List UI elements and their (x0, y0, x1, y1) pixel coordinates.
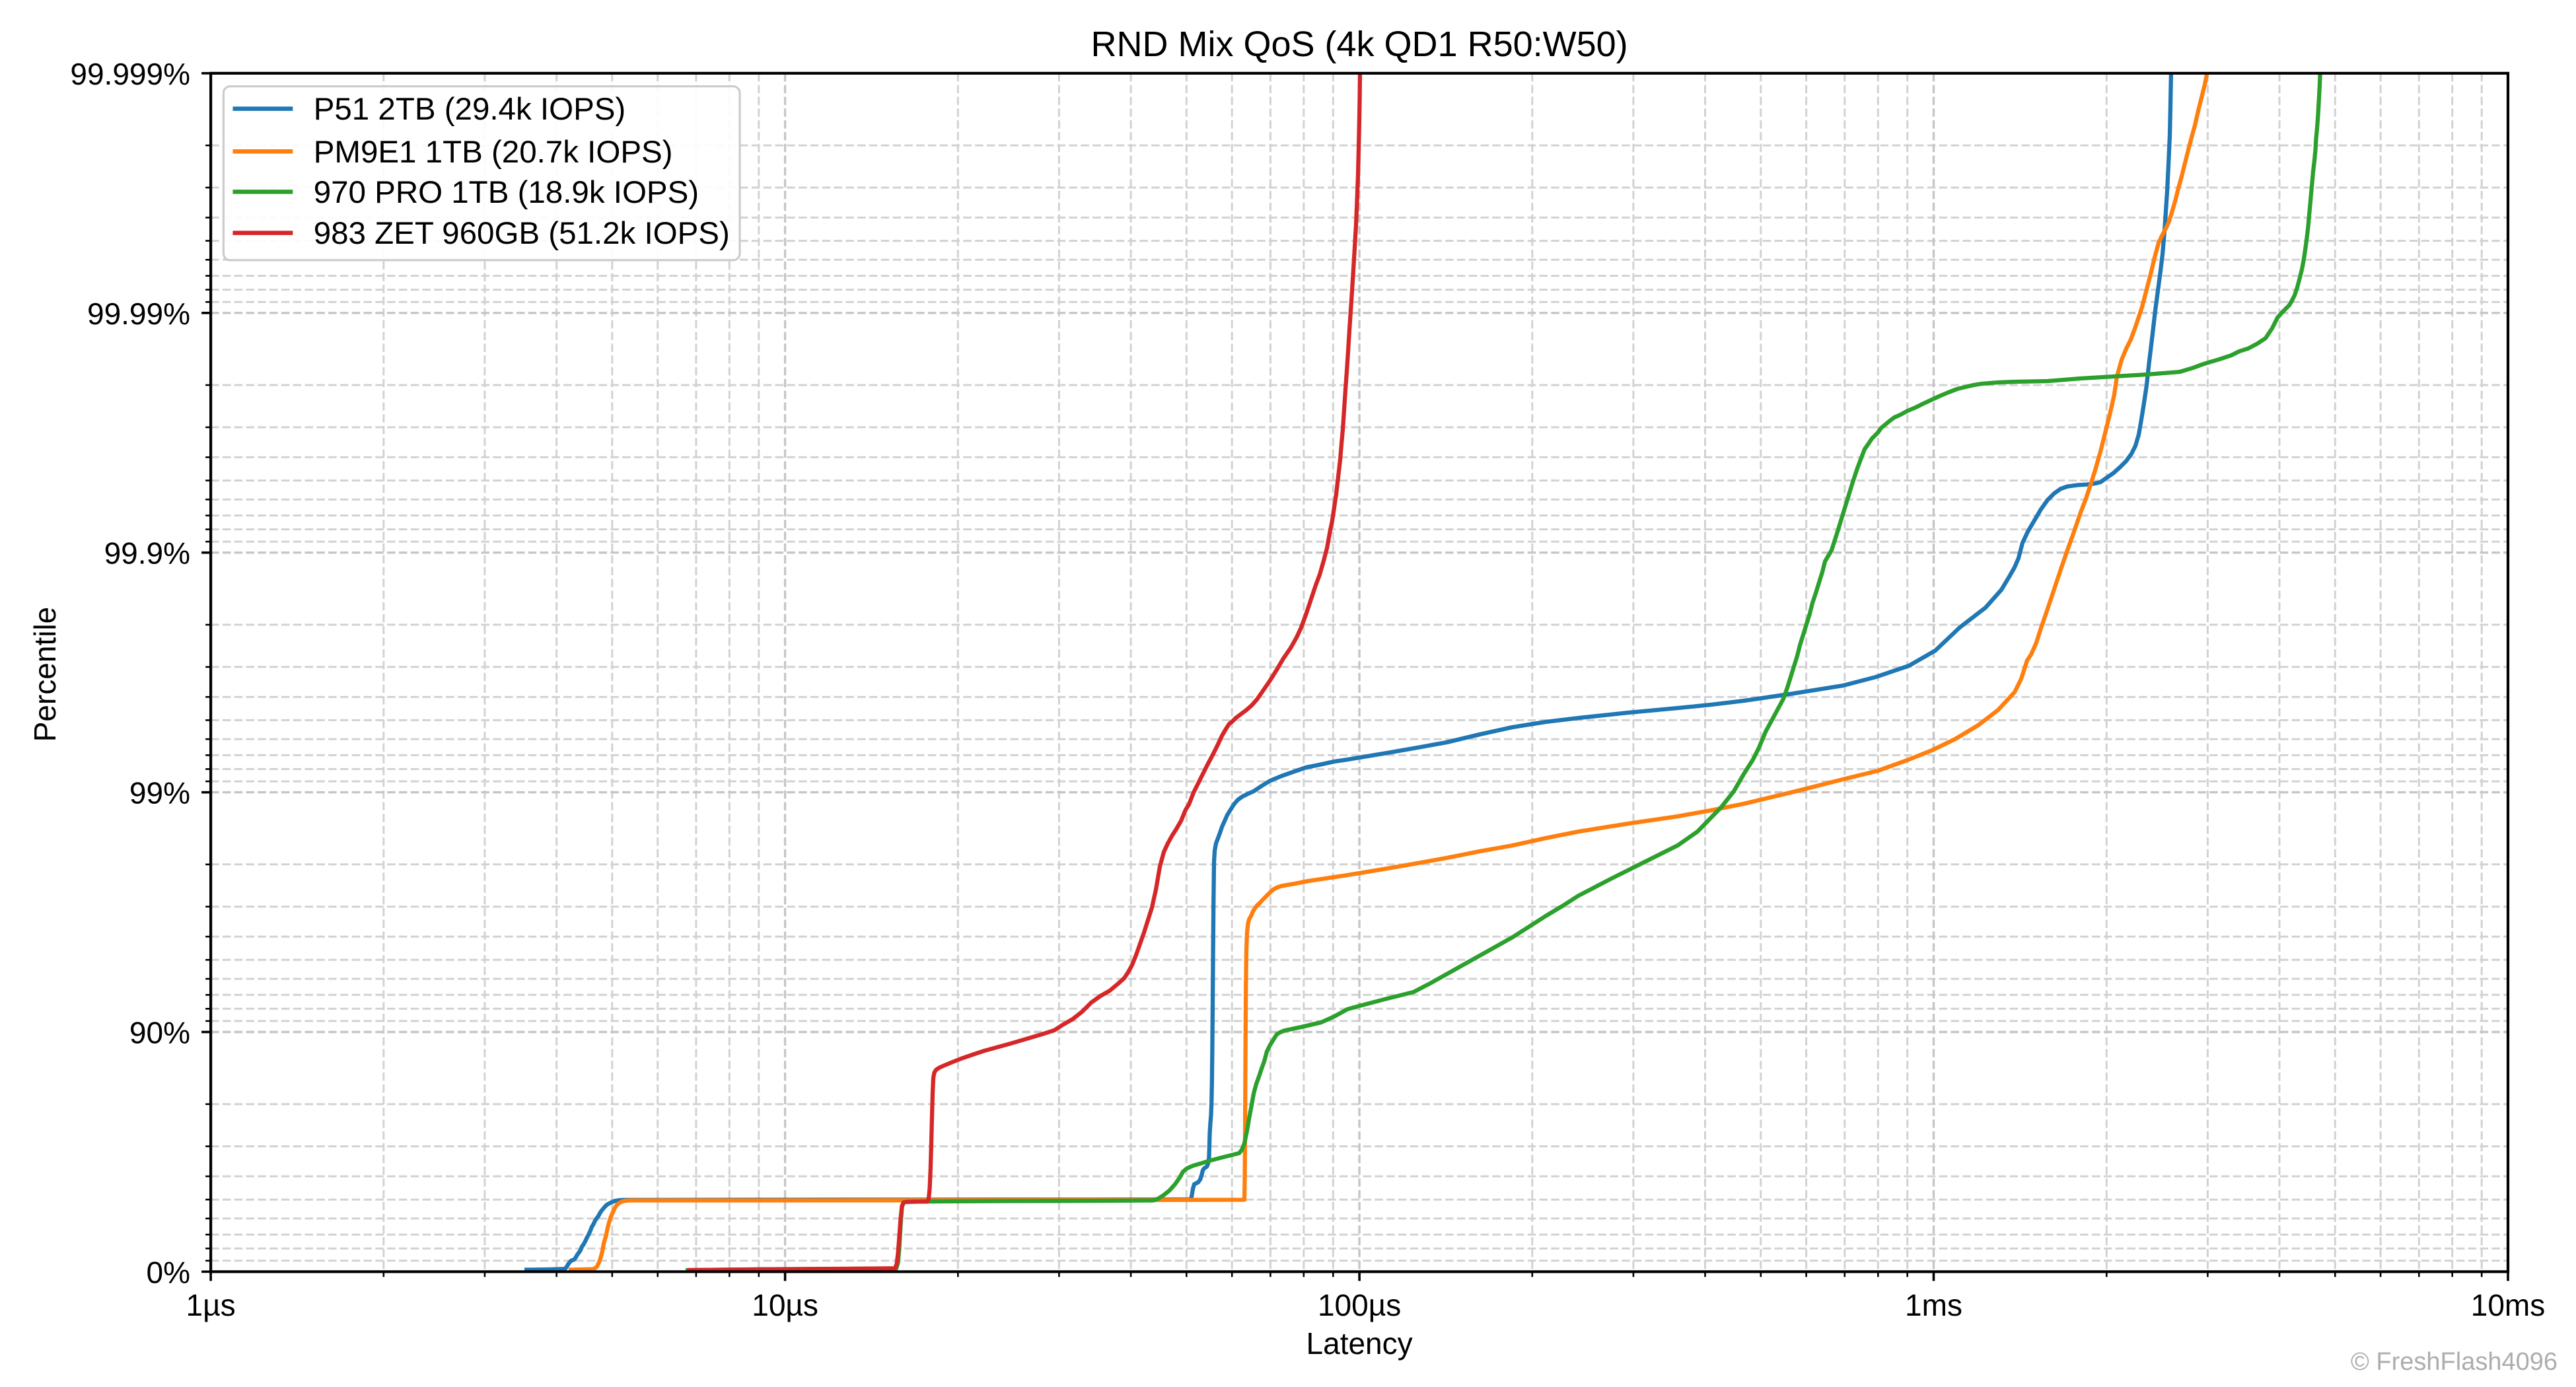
svg-text:10ms: 10ms (2471, 1288, 2545, 1322)
svg-text:Latency: Latency (1306, 1326, 1413, 1361)
svg-text:1ms: 1ms (1905, 1288, 1962, 1322)
svg-text:P51 2TB (29.4k IOPS): P51 2TB (29.4k IOPS) (314, 92, 626, 127)
svg-text:90%: 90% (129, 1016, 190, 1050)
svg-text:99.9%: 99.9% (104, 536, 190, 571)
svg-text:© FreshFlash4096: © FreshFlash4096 (2351, 1348, 2558, 1376)
svg-text:970 PRO 1TB (18.9k IOPS): 970 PRO 1TB (18.9k IOPS) (314, 175, 699, 210)
svg-text:99%: 99% (129, 776, 190, 810)
svg-text:Percentile: Percentile (28, 607, 62, 742)
svg-text:10µs: 10µs (752, 1288, 818, 1322)
svg-text:99.999%: 99.999% (70, 57, 190, 91)
svg-text:1µs: 1µs (186, 1288, 236, 1322)
svg-text:0%: 0% (147, 1255, 190, 1289)
svg-text:PM9E1 1TB (20.7k IOPS): PM9E1 1TB (20.7k IOPS) (314, 135, 673, 170)
svg-text:99.99%: 99.99% (87, 297, 190, 331)
svg-text:RND Mix QoS (4k QD1 R50:W50): RND Mix QoS (4k QD1 R50:W50) (1091, 24, 1628, 64)
svg-text:983 ZET 960GB (51.2k IOPS): 983 ZET 960GB (51.2k IOPS) (314, 216, 730, 251)
svg-text:100µs: 100µs (1318, 1288, 1401, 1322)
